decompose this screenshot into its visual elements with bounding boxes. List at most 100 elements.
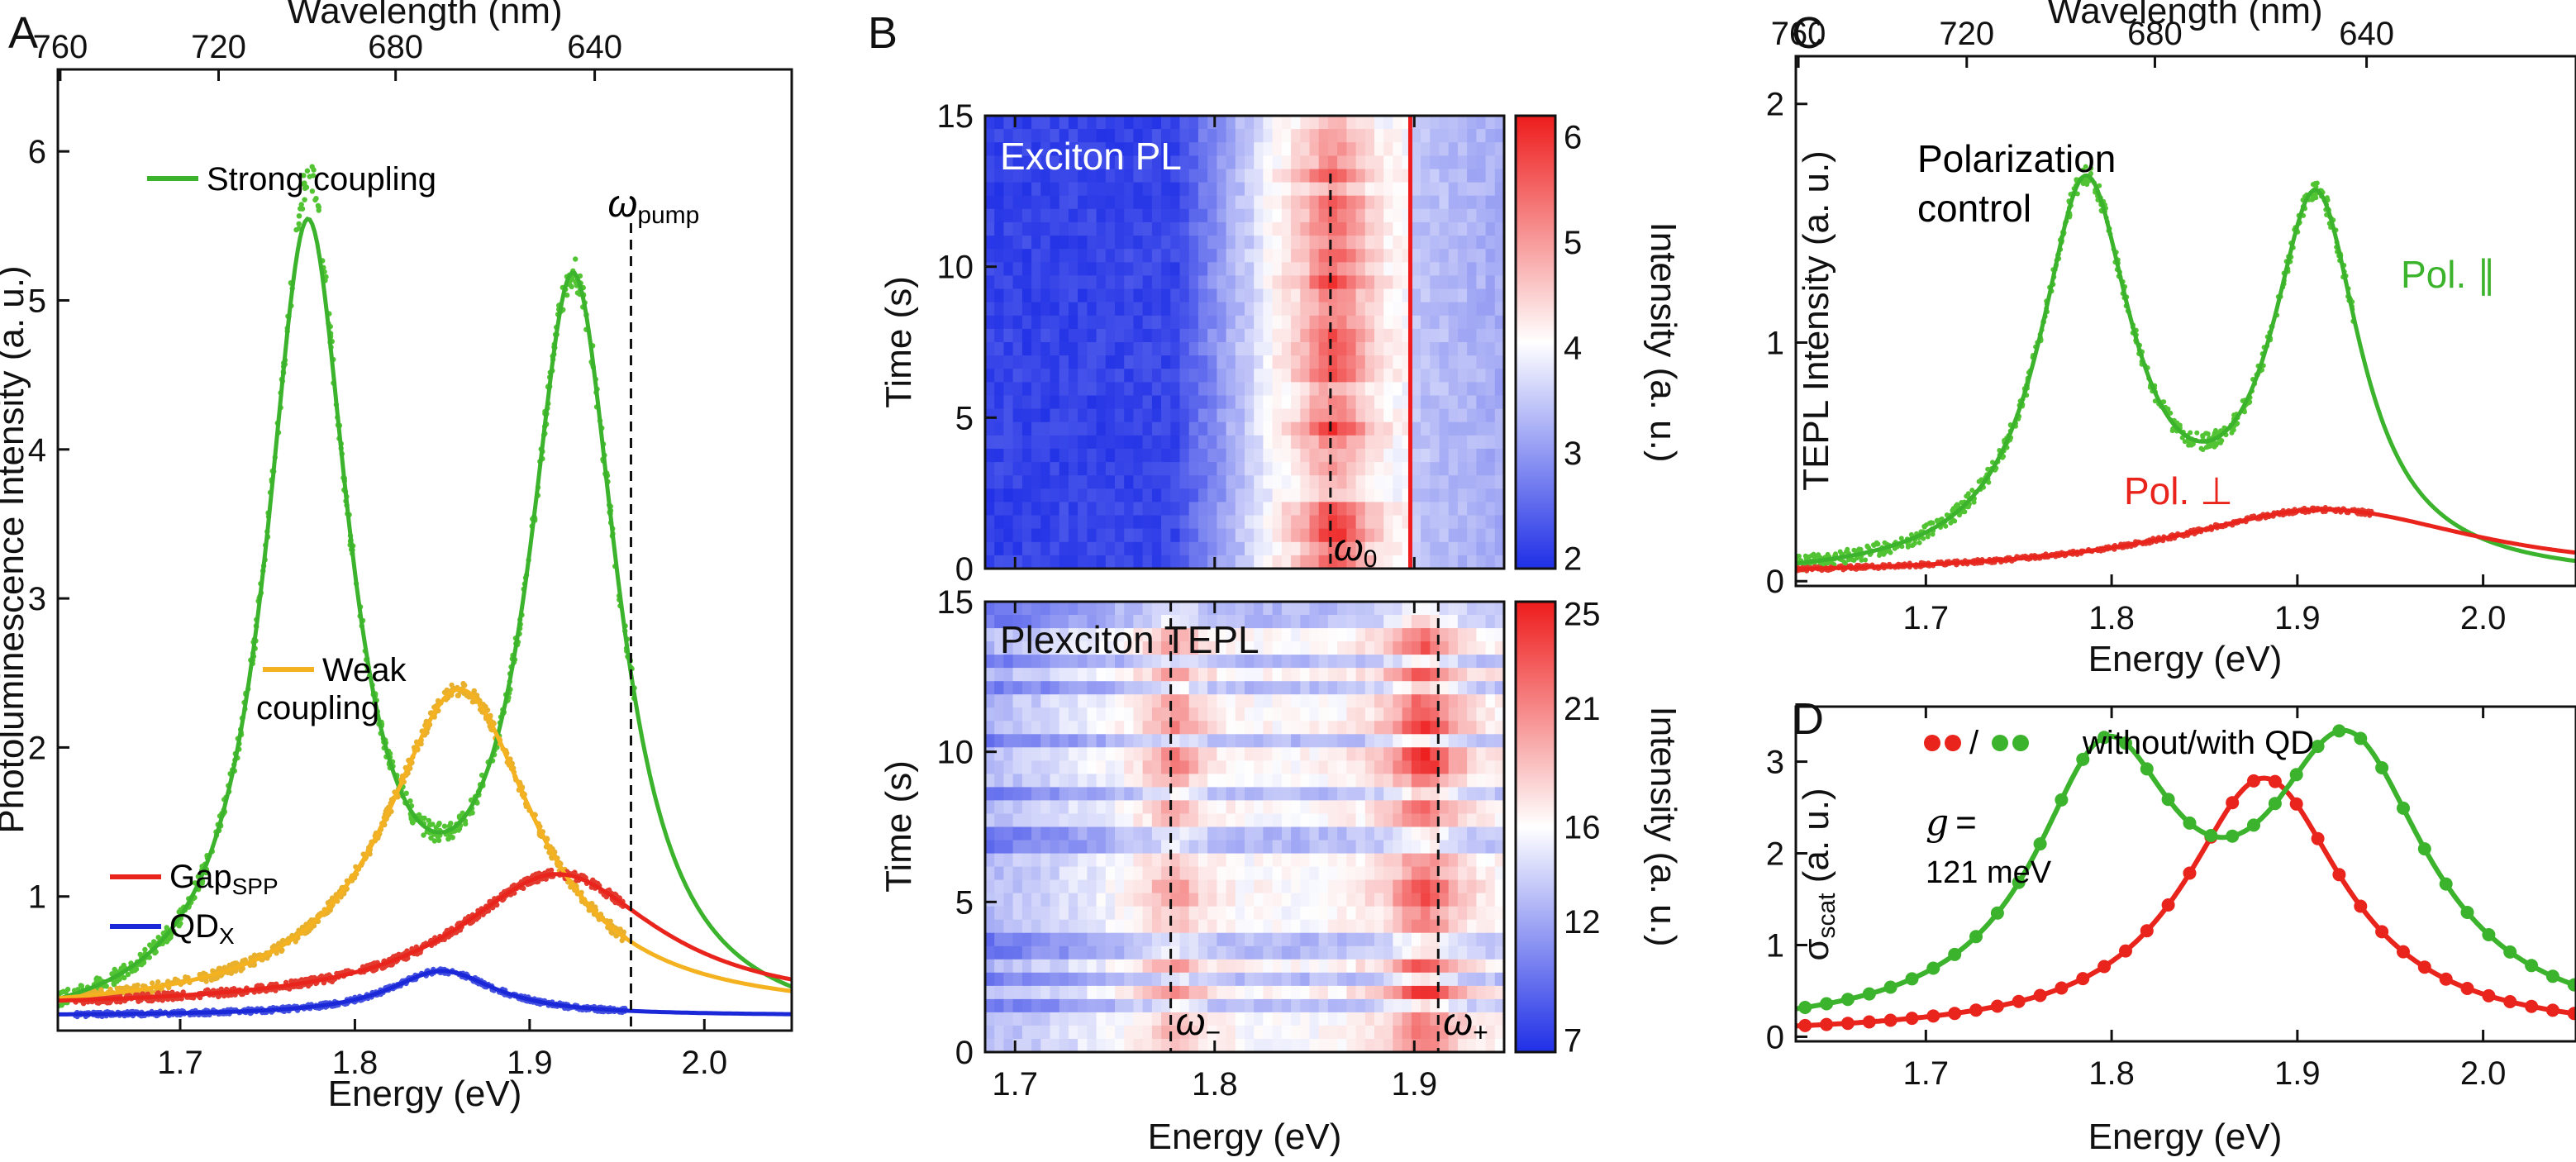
heatmap-cell [1087,116,1098,130]
heatmap-cell [1170,116,1181,130]
heatmap-cell [1105,448,1116,463]
heatmap-cell [1364,408,1375,423]
heatmap-cell [1124,116,1134,130]
heatmap-cell [1161,681,1171,695]
heatmap-cell [1337,602,1347,616]
heatmap-cell [1291,262,1301,276]
heatmap-cell [1281,668,1292,682]
panel-a-weak-point [279,948,284,955]
heatmap-cell [1421,435,1431,450]
heatmap-cell [1291,169,1301,183]
heatmap-cell [1096,342,1107,356]
heatmap-cell [1272,221,1283,236]
heatmap-cell [1457,528,1468,543]
heatmap-cell [1078,555,1088,569]
heatmap-cell [1021,694,1032,708]
heatmap-cell [1068,421,1078,436]
heatmap-cell [985,488,995,502]
heatmap-cell [1393,628,1403,642]
heatmap-cell [994,182,1004,197]
heatmap-cell [1430,249,1440,263]
heatmap-cell [1318,668,1329,682]
heatmap-cell [985,275,995,290]
heatmap-cell [1364,129,1375,143]
heatmap-cell [1059,462,1069,476]
heatmap-cell [1476,342,1487,356]
heatmap-cell [1467,208,1477,223]
heatmap-cell [1096,208,1107,223]
heatmap-cell [1124,488,1134,502]
heatmap-cell [985,681,995,695]
heatmap-cell [1217,435,1227,450]
heatmap-cell [1124,182,1134,197]
heatmap-cell [1179,369,1190,383]
heatmap-cell [1217,528,1227,543]
heatmap-cell [1179,462,1190,476]
heatmap-cell [1318,694,1329,708]
heatmap-cell [1402,655,1412,669]
heatmap-cell [1374,155,1384,170]
heatmap-cell [1374,355,1384,369]
heatmap-cell [1281,355,1292,369]
heatmap-cell [1003,694,1014,708]
heatmap-cell [1254,288,1264,303]
heatmap-cell [1263,208,1274,223]
heatmap-cell [1457,249,1468,263]
heatmap-cell [1346,395,1357,410]
heatmap-cell [1021,515,1032,530]
heatmap-cell [1327,116,1338,130]
heatmap-cell [1281,288,1292,303]
heatmap-cell [1133,116,1144,130]
heatmap-cell [1078,355,1088,369]
heatmap-cell [1448,116,1459,130]
heatmap-cell [1115,355,1125,369]
heatmap-cell [1457,369,1468,383]
heatmap-cell [1309,195,1320,210]
heatmap-cell [1300,515,1311,530]
heatmap-cell [1003,342,1014,356]
panel-a-strong-point [125,971,131,978]
heatmap-cell [1421,116,1431,130]
heatmap-cell [1355,342,1366,356]
heatmap-cell [1254,668,1264,682]
heatmap-cell [1337,694,1347,708]
heatmap-cell [1096,515,1107,530]
heatmap-cell [1254,555,1264,569]
heatmap-cell [1430,288,1440,303]
heatmap-cell [1421,408,1431,423]
heatmap-cell [1254,602,1264,616]
heatmap-cell [1096,355,1107,369]
heatmap-cell [1207,221,1217,236]
panel-a-weak-point [98,987,104,993]
heatmap-cell [1467,628,1477,642]
heatmap-cell [1068,369,1078,383]
heatmap-cell [985,421,995,436]
heatmap-cell [1050,395,1060,410]
heatmap-cell [1457,129,1468,143]
heatmap-cell [1188,155,1199,170]
heatmap-cell [1226,382,1236,397]
heatmap-cell [1012,515,1023,530]
heatmap-cell [1364,355,1375,369]
heatmap-cell [1179,435,1190,450]
heatmap-cell [1087,668,1098,682]
heatmap-cell [1059,475,1069,489]
heatmap-cell [1198,488,1208,502]
heatmap-cell [1355,169,1366,183]
heatmap-cell [1226,221,1236,236]
heatmap-cell [1207,421,1217,436]
heatmap-cell [1393,249,1403,263]
heatmap-cell [1374,395,1384,410]
heatmap-cell [1448,182,1459,197]
heatmap-cell [985,369,995,383]
heatmap-cell [1421,602,1431,616]
heatmap-cell [1439,129,1450,143]
heatmap-cell [1105,195,1116,210]
heatmap-cell [1281,421,1292,436]
heatmap-cell [1217,275,1227,290]
heatmap-cell [1198,262,1208,276]
legend-weak-label-2: coupling [256,690,379,726]
heatmap-cell [1448,641,1459,655]
heatmap-cell [1059,555,1069,569]
heatmap-cell [985,555,995,569]
